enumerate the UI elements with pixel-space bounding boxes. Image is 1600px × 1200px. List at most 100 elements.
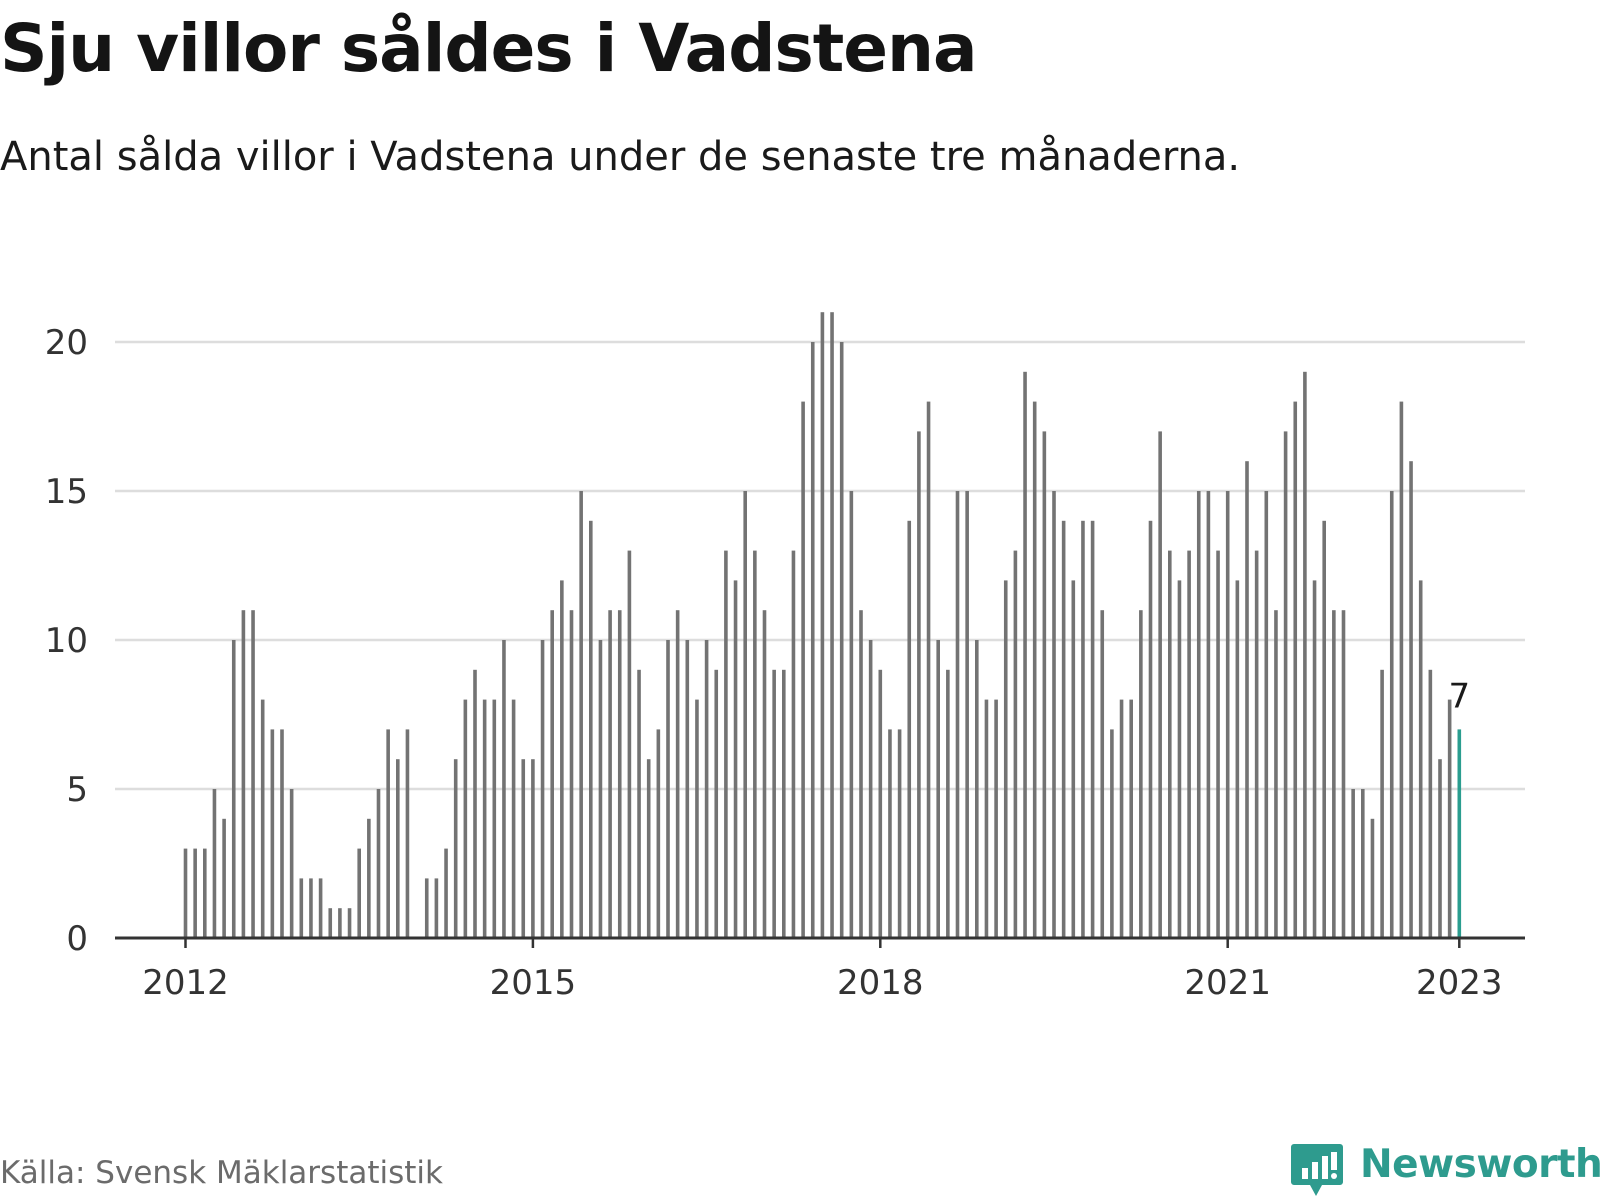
bar	[1283, 431, 1288, 938]
bar	[1168, 550, 1172, 938]
highlight-value-label: 7	[1448, 676, 1470, 716]
bar	[1023, 371, 1027, 938]
highlight-bar	[1457, 729, 1462, 938]
bar	[434, 878, 439, 938]
bar	[1139, 610, 1143, 938]
bar	[241, 610, 246, 938]
bar	[540, 640, 545, 938]
bar	[376, 789, 381, 938]
bar	[386, 729, 390, 938]
bar	[965, 491, 969, 938]
bar	[1119, 699, 1124, 938]
bar	[926, 401, 931, 939]
bar	[1274, 610, 1278, 938]
bar	[637, 669, 641, 938]
bar	[203, 848, 207, 938]
bar	[791, 550, 796, 938]
bar	[251, 610, 255, 938]
bar	[1322, 520, 1326, 938]
data-labels: 7	[1448, 676, 1470, 716]
bar	[1206, 491, 1211, 938]
x-tick-label: 2023	[1416, 963, 1503, 1003]
bar	[318, 878, 323, 938]
bar	[907, 520, 912, 938]
bar	[743, 491, 747, 938]
bar	[405, 729, 410, 938]
bar	[1187, 550, 1191, 938]
bar	[492, 699, 497, 938]
bar	[917, 431, 921, 938]
bar	[453, 759, 458, 938]
bar	[1225, 491, 1230, 938]
y-tick-label: 20	[45, 323, 88, 363]
bar	[1245, 461, 1249, 938]
bar	[183, 848, 188, 938]
bar	[396, 759, 400, 938]
bar	[260, 699, 265, 938]
bar	[714, 669, 719, 938]
bar	[1399, 401, 1404, 939]
bar	[704, 640, 709, 938]
bar	[1361, 789, 1365, 938]
y-tick-label: 15	[45, 472, 88, 512]
bar	[782, 669, 786, 938]
x-tick-label: 2021	[1184, 963, 1271, 1003]
bar	[685, 640, 690, 938]
bar	[1370, 818, 1375, 938]
bar	[1216, 550, 1220, 938]
bar	[994, 699, 998, 938]
bar	[521, 759, 526, 938]
chart-subtitle: Antal sålda villor i Vadstena under de s…	[0, 134, 1241, 180]
bar	[280, 729, 284, 938]
bar	[1042, 431, 1047, 938]
bar	[849, 491, 854, 938]
bar	[1332, 610, 1336, 938]
bar	[463, 699, 468, 938]
bar	[955, 491, 960, 938]
x-tick-label: 2018	[837, 963, 924, 1003]
bar	[695, 699, 699, 938]
bar	[946, 669, 950, 938]
bar-chart-speech-bubble-icon	[1291, 1144, 1343, 1196]
bar	[1351, 789, 1355, 938]
grid-lines	[115, 340, 1525, 791]
y-tick-label: 0	[66, 919, 88, 959]
bar	[579, 491, 583, 938]
bar	[598, 640, 603, 938]
bar	[1148, 520, 1153, 938]
bar	[762, 610, 767, 938]
bar	[646, 759, 651, 938]
bar	[367, 818, 371, 938]
bar	[1264, 491, 1269, 938]
newsworthy-logo[interactable]: Newsworthy	[1290, 1138, 1600, 1200]
source-note: Källa: Svensk Mäklarstatistik	[0, 1155, 443, 1191]
bar	[299, 878, 304, 938]
bar	[482, 699, 487, 938]
bar	[1428, 669, 1433, 938]
bar	[1052, 491, 1056, 938]
bar	[1196, 491, 1201, 938]
bar	[338, 908, 342, 938]
bar	[1389, 491, 1394, 938]
bar	[820, 312, 825, 938]
bar	[1061, 520, 1066, 938]
bar	[1100, 610, 1105, 938]
bar	[772, 669, 776, 938]
bar	[550, 610, 554, 938]
bar	[1418, 580, 1423, 938]
bar	[1013, 550, 1018, 938]
bar	[531, 759, 535, 938]
bar	[1447, 699, 1452, 938]
bar	[328, 908, 333, 938]
brand-name: Newsworthy	[1360, 1142, 1600, 1187]
bar	[617, 610, 622, 938]
bar	[1003, 580, 1008, 938]
bar	[1071, 580, 1076, 938]
bar	[569, 610, 574, 938]
bar	[878, 669, 883, 938]
bar	[839, 342, 844, 938]
bar	[1312, 580, 1317, 938]
bar	[289, 789, 294, 938]
bar	[1409, 461, 1413, 938]
bar	[444, 848, 448, 938]
